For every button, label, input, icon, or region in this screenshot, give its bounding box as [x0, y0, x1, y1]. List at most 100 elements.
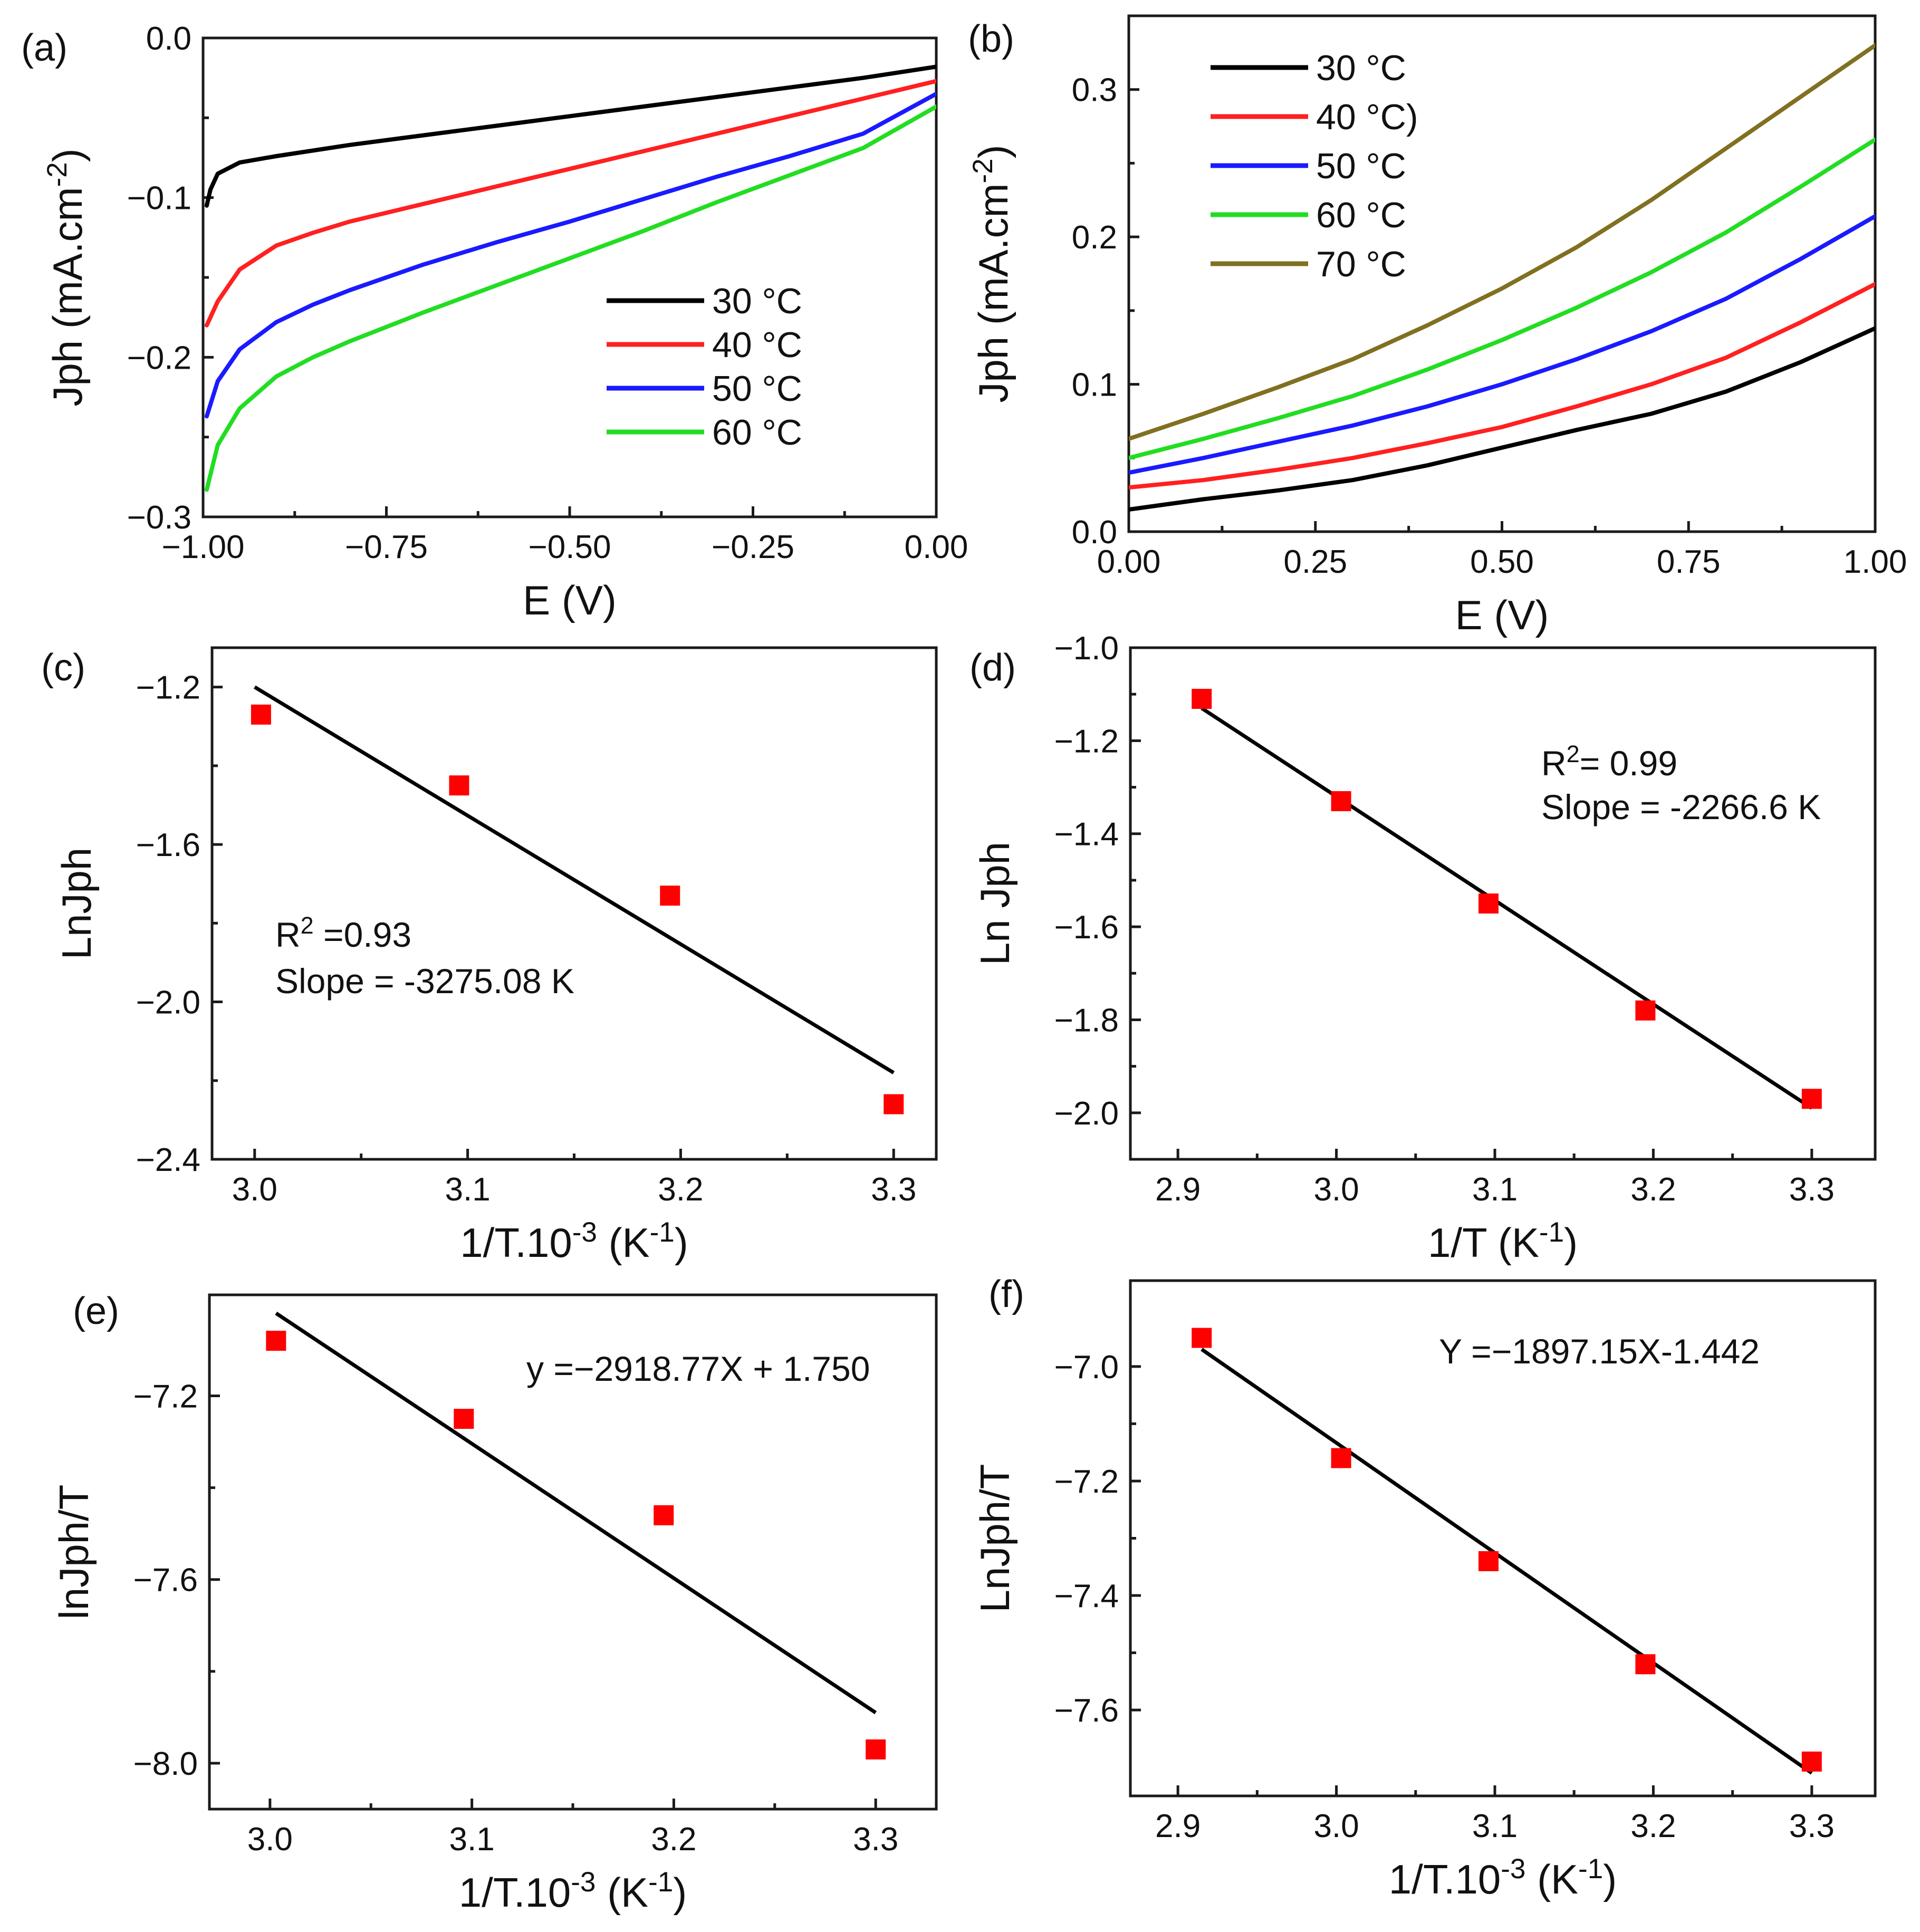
annotation-text: y =−2918.77X + 1.750 — [526, 1349, 870, 1388]
plot-frame — [210, 646, 938, 1161]
x-tick-label: 0.50 — [1470, 544, 1534, 580]
y-tick-label: −0.3 — [127, 499, 191, 536]
x-tick-label: 0.00 — [905, 529, 968, 565]
series-line — [204, 64, 936, 208]
data-point — [654, 1505, 674, 1525]
y-tick-label: −1.8 — [1054, 1002, 1119, 1039]
x-axis-label: 1/T.10-3 (K-1) — [1389, 1853, 1617, 1903]
data-point — [866, 1739, 886, 1760]
y-tick-label: −2.0 — [136, 985, 200, 1021]
panel-f: 2.9 3.0 3.1 3.2 3.3 −7.0 −7.2 −7.4 −7.6 Y =−1897.… — [972, 1273, 1877, 1903]
y-tick-label: −7.2 — [133, 1379, 198, 1415]
data-point — [449, 775, 469, 796]
series-line — [1129, 43, 1875, 441]
series-line — [1129, 137, 1875, 460]
x-axis-label: 1/T (K-1) — [1428, 1217, 1578, 1266]
fit-line — [275, 1311, 877, 1715]
panel-tag: (f) — [988, 1273, 1024, 1315]
x-tick-label: 3.3 — [1789, 1171, 1835, 1208]
y-tick-label: −2.4 — [136, 1142, 200, 1178]
x-tick-label: 0.75 — [1657, 544, 1721, 580]
annotation-text: R2= 0.99 — [1541, 741, 1677, 783]
legend-label: 50 °C — [1316, 146, 1406, 186]
x-tick-label: 3.0 — [247, 1821, 293, 1858]
y-tick-label: −0.1 — [127, 180, 191, 217]
series-line — [204, 91, 936, 419]
plot-frame — [1129, 1279, 1877, 1798]
y-tick-label: −7.6 — [133, 1562, 198, 1599]
x-axis-label: E (V) — [1455, 592, 1549, 638]
data-point — [1635, 1654, 1656, 1675]
legend-label: 40 °C) — [1316, 97, 1418, 137]
fit-line — [1201, 1348, 1813, 1775]
legend-label: 30 °C — [1316, 48, 1406, 88]
series-line — [1129, 214, 1875, 475]
data-point — [1801, 1751, 1822, 1772]
x-tick-label: 3.1 — [1472, 1171, 1518, 1208]
y-tick-label: −7.0 — [1054, 1349, 1119, 1386]
y-axis-label: Jph (mA.cm-2) — [42, 148, 91, 406]
legend-label: 30 °C — [712, 281, 802, 321]
x-tick-label: 3.3 — [853, 1821, 898, 1858]
legend-label: 60 °C — [712, 412, 802, 453]
panel-e: 3.0 3.1 3.2 3.3 −7.2 −7.6 −8.0 y =−2918.77X + 1… — [51, 1290, 938, 1916]
x-tick-label: 3.0 — [232, 1171, 277, 1208]
x-tick-label: 3.2 — [651, 1821, 696, 1858]
data-point — [660, 886, 680, 906]
series-line — [1129, 326, 1875, 512]
series-line — [204, 104, 936, 492]
y-tick-label: −1.2 — [136, 670, 200, 706]
y-axis-label: LnJph/T — [972, 1464, 1018, 1613]
x-tick-label: 3.3 — [1789, 1808, 1835, 1844]
panel-d: 2.9 3.0 3.1 3.2 3.3 −1.0 −1.2 −1.4 −1.6 −1.8 −2.0 R… — [969, 630, 1877, 1266]
y-axis-label: lnJph/T — [51, 1485, 97, 1620]
plot-frame — [1129, 646, 1877, 1161]
plot-frame — [1127, 14, 1877, 533]
x-tick-label: 3.0 — [1313, 1171, 1359, 1208]
x-tick-label: −0.75 — [345, 529, 428, 565]
data-point — [1331, 791, 1351, 811]
data-point — [1478, 893, 1499, 914]
panel-tag: (d) — [969, 647, 1016, 689]
data-point — [251, 704, 271, 725]
panel-tag: (c) — [41, 647, 85, 689]
y-tick-label: 0.1 — [1072, 367, 1117, 403]
y-tick-label: −1.4 — [1054, 816, 1119, 853]
x-axis-label: E (V) — [523, 577, 617, 623]
plot-frame — [208, 1293, 938, 1811]
panel-tag: (e) — [73, 1290, 119, 1332]
panel-tag: (b) — [968, 18, 1014, 60]
data-point — [1801, 1089, 1822, 1109]
data-point — [884, 1094, 904, 1114]
data-point — [1192, 689, 1212, 709]
annotation-text: Slope = -2266.6 K — [1541, 787, 1821, 826]
y-axis-label: Jph (mA.cm-2) — [967, 145, 1017, 402]
y-tick-label: 0.0 — [146, 21, 191, 57]
legend-label: 70 °C — [1316, 244, 1406, 284]
plot-frame — [201, 36, 938, 518]
x-tick-label: 3.0 — [1313, 1808, 1359, 1844]
panel-a: −1.00 −0.75 −0.50 −0.25 0.00 0.0 −0.1 −0.2 −0.3 3… — [21, 21, 968, 623]
y-tick-label: 0.2 — [1072, 219, 1117, 256]
panel-c: 3.0 3.1 3.2 3.3 −1.2 −1.6 −2.0 −2.4 R2 =0.93 Slop… — [41, 646, 938, 1266]
x-axis-label: 1/T.10-3 (K-1) — [459, 1867, 687, 1916]
data-point — [1192, 1328, 1212, 1348]
x-tick-label: 0.00 — [1097, 544, 1161, 580]
data-point — [1478, 1551, 1499, 1571]
x-tick-label: 3.2 — [658, 1171, 703, 1208]
x-tick-label: 3.1 — [1472, 1808, 1518, 1844]
fit-line — [253, 685, 895, 1074]
legend-label: 40 °C — [712, 325, 802, 365]
x-tick-label: −0.50 — [529, 529, 611, 565]
data-point — [266, 1331, 286, 1351]
y-tick-label: −8.0 — [133, 1746, 198, 1782]
y-tick-label: −2.0 — [1054, 1095, 1119, 1132]
panel-b: 0.00 0.25 0.50 0.75 1.00 0.0 0.1 0.2 0.3 30 °C 40 … — [967, 14, 1907, 638]
y-tick-label: 0.3 — [1072, 72, 1117, 109]
panel-tag: (a) — [21, 27, 68, 69]
series-line — [1129, 282, 1875, 490]
x-tick-label: 0.25 — [1283, 544, 1347, 580]
series-line — [204, 79, 936, 328]
annotation-text: Slope = -3275.08 K — [275, 962, 574, 1001]
